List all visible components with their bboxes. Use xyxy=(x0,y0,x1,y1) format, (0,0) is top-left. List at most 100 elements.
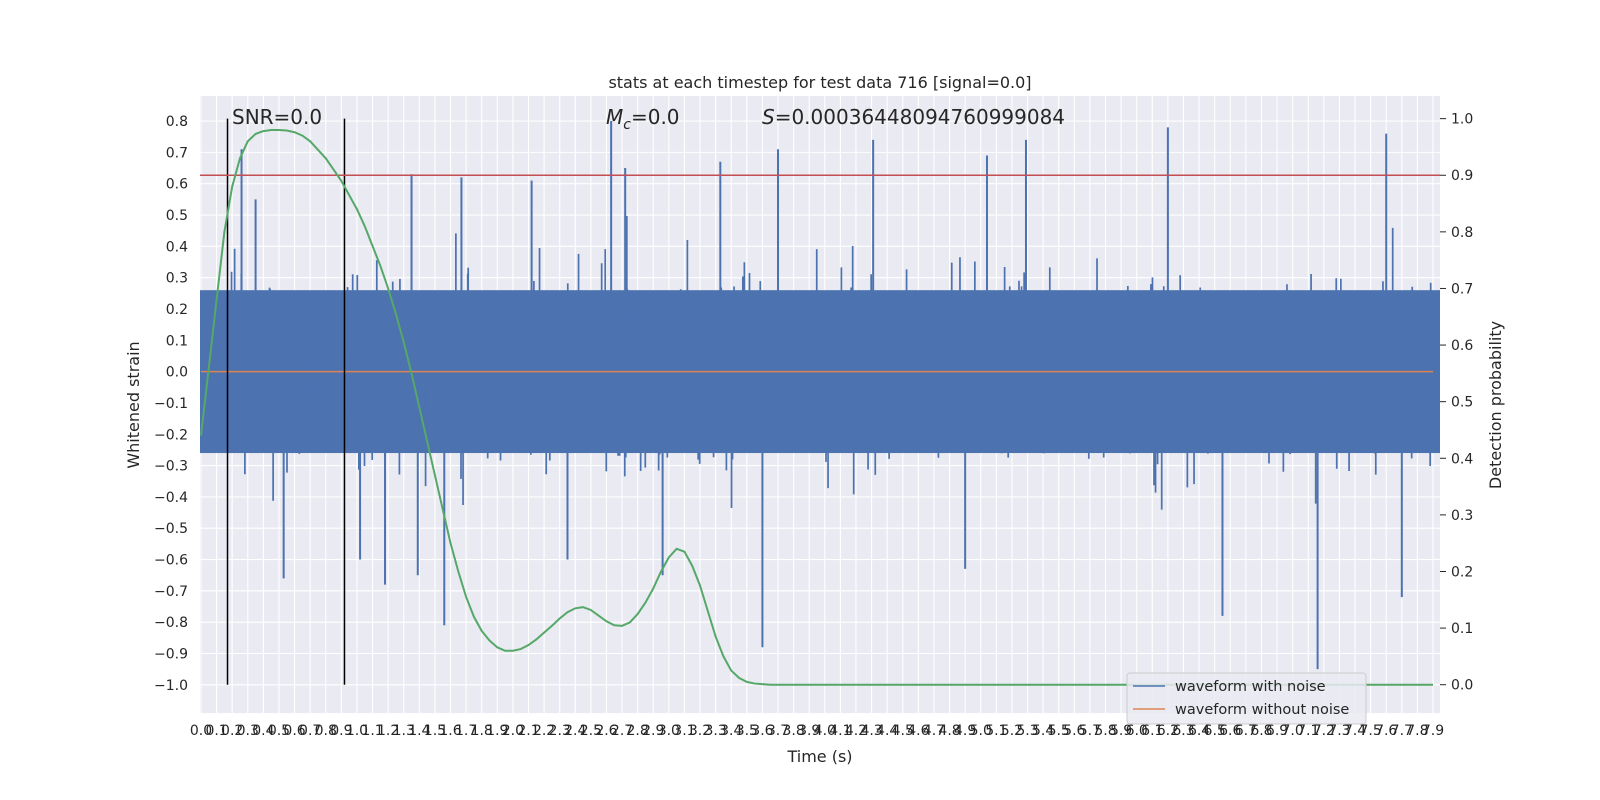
x-tick-label: 2.3 xyxy=(549,723,571,739)
y-tick-label: 0.0 xyxy=(166,365,188,381)
x-tick-label: 4.5 xyxy=(892,723,914,739)
annotation-chirp-mass: Mc=0.0 xyxy=(606,105,680,133)
y-tick-label: 0.1 xyxy=(166,333,188,349)
y-tick-label: 0.4 xyxy=(166,239,188,255)
x-tick-label: 5.5 xyxy=(1048,723,1070,739)
annotation-chirp-mass-symbol: M xyxy=(606,105,623,129)
x-tick-label: 1.0 xyxy=(346,723,368,739)
x-tick-label: 0.0 xyxy=(190,723,212,739)
chart-title: stats at each timestep for test data 716… xyxy=(608,73,1031,92)
y2-tick-label: 0.4 xyxy=(1451,451,1473,467)
x-tick-label: 7.0 xyxy=(1282,723,1304,739)
x-tick-label: 3.5 xyxy=(736,723,758,739)
y-tick-label: −0.1 xyxy=(154,396,188,412)
x-tick-label: 1.2 xyxy=(377,723,399,739)
x-tick-label: 7.8 xyxy=(1406,723,1428,739)
x-tick-label: 3.7 xyxy=(767,723,789,739)
x-tick-label: 7.5 xyxy=(1359,723,1381,739)
x-tick-label: 3.6 xyxy=(751,723,773,739)
y-tick-label: 0.2 xyxy=(166,302,188,318)
annotation-s-value: =0.00036448094760999084 xyxy=(775,105,1065,129)
x-axis-ticks: 0.00.10.20.30.40.50.60.70.80.91.01.11.21… xyxy=(190,723,1444,739)
x-axis-label: Time (s) xyxy=(786,747,852,766)
y2-tick-label: 0.2 xyxy=(1451,564,1473,580)
x-tick-label: 2.0 xyxy=(502,723,524,739)
y-tick-label: −0.8 xyxy=(154,615,188,631)
x-tick-label: 2.9 xyxy=(642,723,664,739)
x-tick-label: 2.1 xyxy=(517,723,539,739)
x-tick-label: 6.2 xyxy=(1157,723,1179,739)
x-tick-label: 4.8 xyxy=(938,723,960,739)
x-tick-label: 6.3 xyxy=(1172,723,1194,739)
x-tick-label: 5.7 xyxy=(1079,723,1101,739)
x-tick-label: 1.4 xyxy=(408,723,430,739)
y-tick-label: 0.7 xyxy=(166,145,188,161)
x-tick-label: 3.4 xyxy=(720,723,742,739)
x-tick-label: 4.1 xyxy=(829,723,851,739)
y2-tick-label: 0.7 xyxy=(1451,281,1473,297)
noise-trace xyxy=(200,216,1434,510)
x-tick-label: 5.3 xyxy=(1016,723,1038,739)
y-tick-label: −0.5 xyxy=(154,521,188,537)
y-tick-label: −0.2 xyxy=(154,427,188,443)
x-tick-label: 1.7 xyxy=(455,723,477,739)
y-tick-label: −0.9 xyxy=(154,646,188,662)
x-tick-label: 0.4 xyxy=(252,723,274,739)
x-tick-label: 5.9 xyxy=(1110,723,1132,739)
x-tick-label: 0.8 xyxy=(315,723,337,739)
x-tick-label: 3.0 xyxy=(658,723,680,739)
x-tick-label: 7.1 xyxy=(1297,723,1319,739)
x-tick-label: 2.6 xyxy=(595,723,617,739)
series-detection-probability xyxy=(200,128,1433,686)
annotation-chirp-mass-value: =0.0 xyxy=(631,105,680,129)
y2-tick-label: 0.6 xyxy=(1451,338,1473,354)
x-tick-label: 4.2 xyxy=(845,723,867,739)
y-axis-ticks: 0.8 0.7 0.6 0.5 0.4 0.3 0.2 0.1 0.0 −0.1 −0.2 −0.3 −… xyxy=(154,114,188,694)
x-tick-label: 5.8 xyxy=(1094,723,1116,739)
x-tick-label: 4.3 xyxy=(860,723,882,739)
annotation-s-symbol: S xyxy=(762,105,775,129)
x-tick-label: 0.7 xyxy=(299,723,321,739)
x-tick-label: 2.5 xyxy=(580,723,602,739)
x-tick-label: 5.0 xyxy=(970,723,992,739)
x-tick-label: 7.2 xyxy=(1313,723,1335,739)
annotation-s: S=0.00036448094760999084 xyxy=(762,105,1065,129)
y-tick-label: 0.6 xyxy=(166,177,188,193)
y2-tick-label: 1.0 xyxy=(1451,112,1473,128)
x-tick-label: 5.4 xyxy=(1032,723,1054,739)
y2-tick-label: 0.1 xyxy=(1451,621,1473,637)
x-tick-label: 0.3 xyxy=(237,723,259,739)
detection-probability-curve xyxy=(200,128,1433,686)
x-tick-label: 1.6 xyxy=(439,723,461,739)
y-tick-label: −1.0 xyxy=(154,678,188,694)
x-tick-label: 2.7 xyxy=(611,723,633,739)
y-tick-label: −0.6 xyxy=(154,553,188,569)
x-tick-label: 2.4 xyxy=(564,723,586,739)
y-tick-label: 0.8 xyxy=(166,114,188,130)
legend: waveform with noise waveform without noi… xyxy=(1126,672,1367,725)
x-tick-label: 6.7 xyxy=(1235,723,1257,739)
y2-axis-ticks: 1.0 0.9 0.8 0.7 0.6 0.5 0.4 0.3 0.2 0.1 0.0 xyxy=(1440,112,1473,694)
x-tick-label: 6.5 xyxy=(1204,723,1226,739)
x-tick-label: 3.2 xyxy=(689,723,711,739)
y-tick-label: −0.3 xyxy=(154,459,188,475)
x-tick-label: 6.1 xyxy=(1141,723,1163,739)
y2-tick-label: 0.9 xyxy=(1451,168,1473,184)
x-tick-label: 3.8 xyxy=(782,723,804,739)
x-tick-label: 0.2 xyxy=(221,723,243,739)
y-axis-label: Whitened strain xyxy=(124,341,143,468)
x-tick-label: 7.4 xyxy=(1344,723,1366,739)
x-tick-label: 6.4 xyxy=(1188,723,1210,739)
x-tick-label: 3.3 xyxy=(705,723,727,739)
legend-label-waveform-without-noise: waveform without noise xyxy=(1175,702,1349,718)
legend-box xyxy=(1126,672,1367,725)
x-tick-label: 0.5 xyxy=(268,723,290,739)
x-tick-label: 4.6 xyxy=(907,723,929,739)
y2-tick-label: 0.3 xyxy=(1451,508,1473,524)
x-tick-label: 6.0 xyxy=(1126,723,1148,739)
x-tick-label: 4.4 xyxy=(876,723,898,739)
x-tick-label: 0.9 xyxy=(330,723,352,739)
y2-axis-label: Detection probability xyxy=(1486,321,1505,489)
x-tick-label: 6.9 xyxy=(1266,723,1288,739)
x-tick-label: 7.3 xyxy=(1328,723,1350,739)
